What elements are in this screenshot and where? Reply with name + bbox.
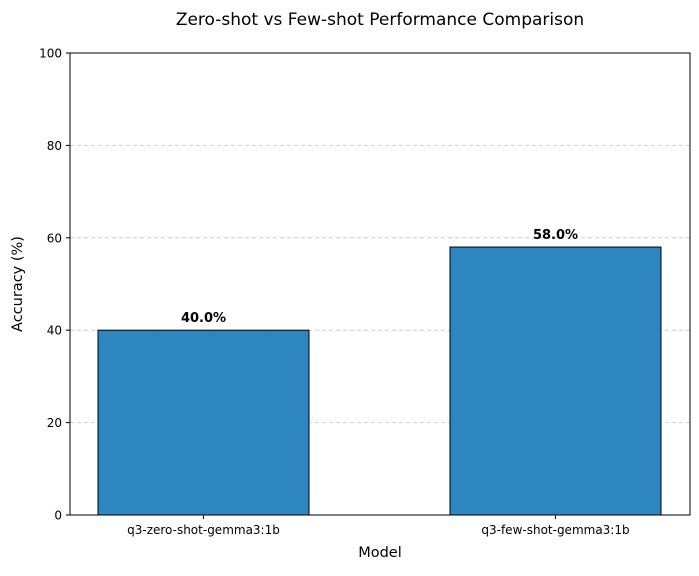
bar [449,246,662,516]
bars [97,246,662,516]
y-tick-label: 60 [47,231,62,245]
y-tick-label: 20 [47,416,62,430]
x-axis-label: Model [358,545,402,561]
bar-value-label: 40.0% [181,311,226,326]
plot-frame [69,52,691,516]
grid-lines [70,144,690,424]
bar [97,329,310,516]
bar-value-label: 58.0% [533,228,578,243]
y-tick-label: 40 [47,324,62,338]
y-tick-label: 0 [54,509,62,523]
y-tick-label: 80 [47,139,62,153]
x-tick-label: q3-few-shot-gemma3:1b [481,523,629,537]
y-axis-ticks: 0 20 40 60 80 100 [39,47,70,523]
x-axis-ticks: q3-zero-shot-gemma3:1b q3-few-shot-gemma3… [127,515,630,537]
y-axis-label: Accuracy (%) [10,236,26,332]
x-tick-label: q3-zero-shot-gemma3:1b [127,523,280,537]
value-labels: 40.0% 58.0% [181,228,578,326]
chart-title: Zero-shot vs Few-shot Performance Compar… [176,10,584,30]
y-tick-label: 100 [39,47,62,61]
